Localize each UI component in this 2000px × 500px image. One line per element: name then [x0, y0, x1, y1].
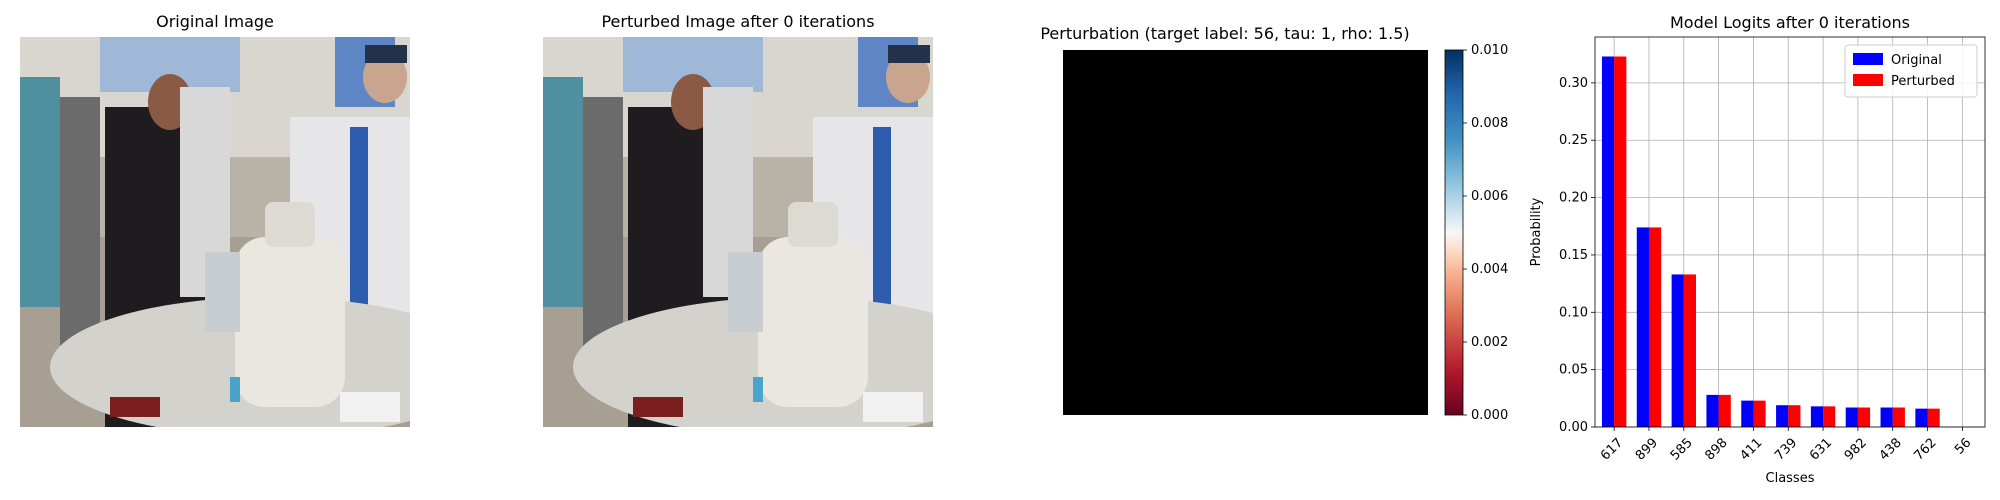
- colorbar-tick-label: 0.000: [1471, 408, 1508, 423]
- x-tick-label: 982: [1842, 435, 1870, 463]
- x-tick-label: 56: [1952, 435, 1974, 457]
- colorbar-tick-label: 0.002: [1471, 335, 1508, 350]
- bar-original-631: [1810, 406, 1824, 427]
- x-tick-label: 762: [1911, 435, 1939, 463]
- bar-original-411: [1741, 400, 1754, 427]
- y-tick-label: 0.25: [1559, 133, 1588, 148]
- bar-original-739: [1776, 405, 1789, 427]
- colorbar-gradient: [1444, 49, 1464, 416]
- x-tick-label: 411: [1737, 435, 1765, 463]
- x-tick-label: 739: [1772, 435, 1800, 463]
- bar-perturbed-898: [1718, 394, 1731, 427]
- plot-frame: [1594, 36, 1986, 428]
- original-image-title: Original Image: [156, 12, 274, 31]
- bar-perturbed-411: [1753, 400, 1766, 427]
- legend-label-perturbed: Perturbed: [1891, 74, 1955, 89]
- bar-original-898: [1706, 394, 1719, 427]
- y-tick-label: 0.20: [1559, 191, 1588, 206]
- chart-title: Model Logits after 0 iterations: [1670, 13, 1910, 32]
- colorbar: 0.000 0.002 0.004 0.006 0.008 0.010: [1444, 43, 1508, 423]
- colorbar-tick-label: 0.004: [1471, 262, 1508, 277]
- bar-perturbed-982: [1857, 407, 1871, 427]
- bar-original-585: [1671, 274, 1684, 427]
- y-tick-label: 0.00: [1559, 420, 1588, 435]
- bar-perturbed-739: [1788, 405, 1801, 427]
- bar-perturbed-762: [1927, 408, 1940, 427]
- logits-bar-chart: Model Logits after 0 iterations 0.00 0.05 0…: [1529, 13, 1986, 486]
- x-tick-label: 438: [1877, 435, 1905, 463]
- legend-label-original: Original: [1891, 53, 1942, 68]
- bar-original-438: [1880, 407, 1893, 427]
- x-axis-label: Classes: [1766, 471, 1815, 486]
- y-tick-label: 0.15: [1559, 248, 1588, 263]
- bar-original-762: [1915, 408, 1928, 427]
- y-tick-label: 0.30: [1559, 76, 1588, 91]
- bar-perturbed-899: [1648, 227, 1662, 427]
- bar-original-982: [1845, 407, 1858, 427]
- colorbar-tick-label: 0.006: [1471, 189, 1508, 204]
- perturbed-image: [543, 37, 933, 427]
- y-axis-label: Probability: [1529, 197, 1544, 266]
- x-tick-label: 899: [1633, 435, 1661, 463]
- bar-perturbed-585: [1683, 274, 1696, 427]
- bar-perturbed-617: [1614, 56, 1627, 427]
- y-tick-label: 0.10: [1559, 305, 1588, 320]
- y-tick-label: 0.05: [1559, 363, 1588, 378]
- colorbar-tick-label: 0.010: [1471, 43, 1508, 58]
- perturbation-title: Perturbation (target label: 56, tau: 1, …: [1040, 24, 1410, 43]
- bar-original-617: [1601, 56, 1615, 427]
- bar-perturbed-438: [1892, 407, 1905, 427]
- colorbar-tick-label: 0.008: [1471, 116, 1508, 131]
- x-tick-label: 631: [1807, 435, 1835, 463]
- perturbed-image-title: Perturbed Image after 0 iterations: [601, 12, 875, 31]
- x-tick-label: 898: [1703, 435, 1731, 463]
- legend-swatch-original: [1853, 53, 1883, 65]
- x-tick-label: 617: [1598, 435, 1626, 463]
- legend-swatch-perturbed: [1853, 74, 1883, 86]
- lab-scene-illustration: [20, 37, 410, 427]
- bar-original-899: [1636, 227, 1649, 427]
- bar-perturbed-631: [1823, 406, 1836, 427]
- original-image: [20, 37, 410, 427]
- perturbation-heatmap: [1063, 50, 1428, 415]
- x-tick-label: 585: [1668, 435, 1696, 463]
- lab-scene-illustration: [543, 37, 933, 427]
